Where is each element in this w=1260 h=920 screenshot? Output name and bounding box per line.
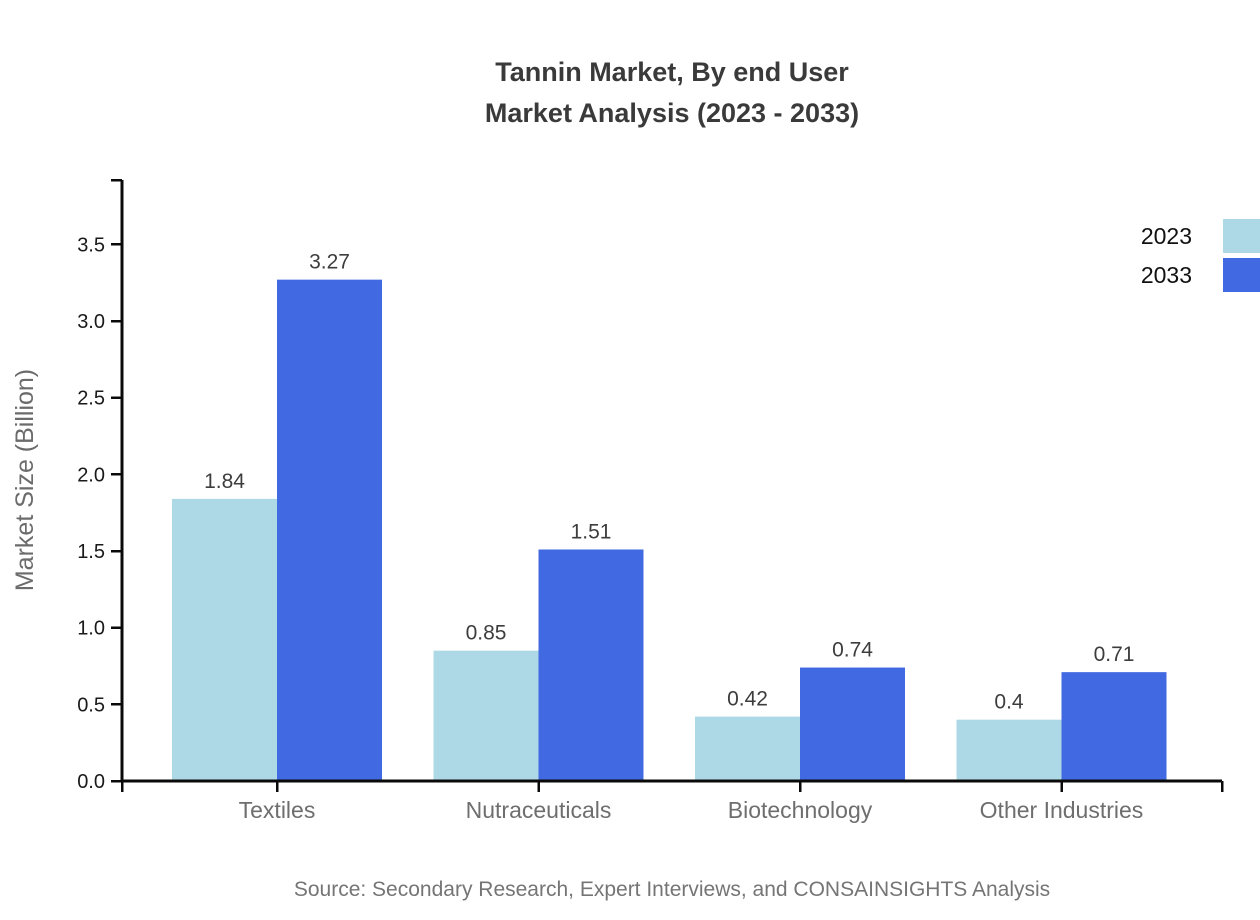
- chart-title-line2: Market Analysis (2023 - 2033): [484, 98, 860, 128]
- chart-title-line1: Tannin Market, By end User: [495, 57, 849, 87]
- chart-legend: 2023 2033: [1141, 219, 1260, 292]
- legend-label: 2033: [1140, 261, 1192, 288]
- legend-item-2023: 2023: [1141, 219, 1260, 253]
- y-tick-label: 2.0: [77, 464, 105, 486]
- legend-item-2033: 2033: [1141, 258, 1260, 292]
- y-tick-label: 1.5: [77, 541, 105, 563]
- value-label-2033-nutraceuticals: 1.51: [571, 520, 612, 543]
- chart-title: Tannin Market, By end User Market Analys…: [122, 52, 1222, 134]
- bar-2033-nutraceuticals: [538, 549, 644, 781]
- value-label-2023-biotechnology: 0.42: [727, 688, 768, 711]
- y-tick-label: 1.0: [77, 618, 105, 640]
- bar-2023-biotechnology: [695, 716, 800, 781]
- value-label-2033-other-industries: 0.71: [1094, 643, 1135, 666]
- y-tick-label: 3.0: [77, 311, 105, 333]
- value-label-2033-textiles: 3.27: [309, 251, 350, 274]
- y-tick-label: 3.5: [77, 234, 105, 256]
- y-tick-label: 0.0: [77, 771, 105, 793]
- value-label-2023-nutraceuticals: 0.85: [466, 622, 507, 645]
- bar-2023-textiles: [172, 498, 277, 781]
- x-tick-label-textiles: Textiles: [239, 797, 316, 823]
- y-tick-label: 2.5: [77, 388, 105, 410]
- bar-2023-other-industries: [956, 719, 1062, 781]
- value-label-2023-textiles: 1.84: [204, 470, 245, 493]
- legend-swatch-2033: [1223, 258, 1260, 292]
- x-tick-label-other-industries: Other Industries: [980, 797, 1144, 823]
- legend-label: 2023: [1140, 222, 1192, 249]
- source-text: Source: Secondary Research, Expert Inter…: [293, 878, 1051, 901]
- value-label-2033-biotechnology: 0.74: [832, 639, 873, 662]
- bar-2033-textiles: [277, 279, 382, 781]
- value-label-2023-other-industries: 0.4: [994, 691, 1024, 714]
- y-axis-title: Market Size (Billion): [11, 369, 39, 591]
- x-tick-label-nutraceuticals: Nutraceuticals: [466, 797, 612, 823]
- x-tick-label-biotechnology: Biotechnology: [728, 797, 873, 823]
- bar-2023-nutraceuticals: [433, 650, 539, 781]
- bar-2033-other-industries: [1061, 672, 1167, 781]
- bar-2033-biotechnology: [800, 667, 905, 781]
- y-tick-label: 0.5: [77, 694, 105, 716]
- legend-swatch-2023: [1223, 219, 1260, 253]
